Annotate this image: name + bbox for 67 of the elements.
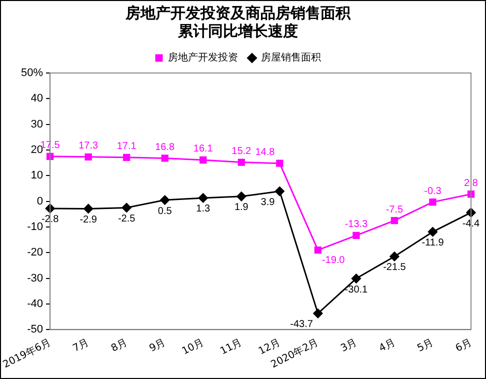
legend-label: 房地产开发投资 bbox=[168, 52, 238, 64]
chart-title: 房地产开发投资及商品房销售面积累计同比增长速度 bbox=[124, 4, 352, 40]
data-label: -21.5 bbox=[383, 262, 406, 274]
y-tick-label: -10 bbox=[27, 220, 44, 233]
y-tick-label: 30 bbox=[30, 118, 44, 130]
point bbox=[236, 192, 246, 202]
data-label: -2.5 bbox=[118, 213, 136, 224]
point bbox=[84, 153, 92, 160]
y-tick-label: -30 bbox=[27, 272, 44, 284]
x-tick-label: 3月 bbox=[339, 337, 359, 354]
point bbox=[123, 154, 130, 161]
data-label: 3.9 bbox=[260, 197, 276, 208]
x-tick-label: 4月 bbox=[377, 337, 398, 354]
point bbox=[198, 193, 208, 203]
point bbox=[314, 246, 322, 254]
x-tick-label: 9月 bbox=[148, 337, 168, 354]
data-label: 15.2 bbox=[232, 146, 252, 158]
data-label: 14.8 bbox=[255, 147, 276, 158]
legend-label: 房屋销售面积 bbox=[261, 52, 321, 64]
point bbox=[238, 158, 245, 166]
data-label: -13.3 bbox=[344, 219, 368, 230]
data-label: -4.4 bbox=[462, 218, 480, 230]
x-tick-label: 11月 bbox=[218, 337, 244, 358]
y-tick-label: 50% bbox=[21, 67, 44, 80]
point bbox=[313, 308, 323, 318]
data-label: 1.3 bbox=[196, 204, 211, 215]
data-label: -7.5 bbox=[386, 204, 404, 216]
point bbox=[161, 154, 168, 162]
point bbox=[276, 160, 284, 167]
point bbox=[428, 227, 438, 237]
data-label: 16.8 bbox=[155, 142, 176, 153]
data-label: 16.1 bbox=[193, 144, 214, 155]
data-label: 1.9 bbox=[234, 202, 249, 214]
point bbox=[122, 202, 132, 212]
point bbox=[84, 204, 94, 214]
point bbox=[390, 216, 398, 224]
data-label: -2.9 bbox=[80, 214, 98, 226]
point bbox=[352, 232, 360, 240]
data-label: -0.3 bbox=[424, 186, 442, 197]
x-tick-label: 2019年6月 bbox=[1, 336, 53, 371]
point bbox=[351, 274, 361, 284]
data-label: -11.9 bbox=[422, 238, 444, 249]
y-tick-label: -40 bbox=[27, 298, 44, 310]
point bbox=[390, 252, 400, 262]
y-tick-label: 40 bbox=[30, 92, 44, 105]
point bbox=[274, 186, 284, 196]
data-label: -43.7 bbox=[290, 319, 314, 330]
y-tick-label: 0 bbox=[36, 195, 44, 208]
y-tick-label: -20 bbox=[27, 246, 44, 259]
point bbox=[429, 198, 436, 206]
data-label: 17.3 bbox=[78, 140, 98, 152]
x-tick-label: 6月 bbox=[454, 337, 474, 354]
point bbox=[200, 156, 207, 164]
data-label: -19.0 bbox=[322, 254, 346, 266]
data-label: 17.1 bbox=[116, 141, 137, 152]
x-tick-label: 10月 bbox=[180, 337, 206, 358]
x-tick-label: 7月 bbox=[71, 337, 91, 354]
x-tick-label: 5月 bbox=[416, 337, 436, 354]
x-tick-label: 8月 bbox=[110, 337, 130, 354]
data-label: -2.8 bbox=[41, 214, 60, 226]
y-tick-label: 10 bbox=[30, 170, 44, 182]
y-tick-label: 20 bbox=[30, 144, 44, 156]
data-label: 0.5 bbox=[158, 206, 172, 217]
y-tick-label: -50 bbox=[27, 324, 44, 336]
data-label: 2.8 bbox=[464, 178, 478, 189]
data-label: -30.1 bbox=[344, 284, 368, 296]
point bbox=[160, 195, 170, 205]
